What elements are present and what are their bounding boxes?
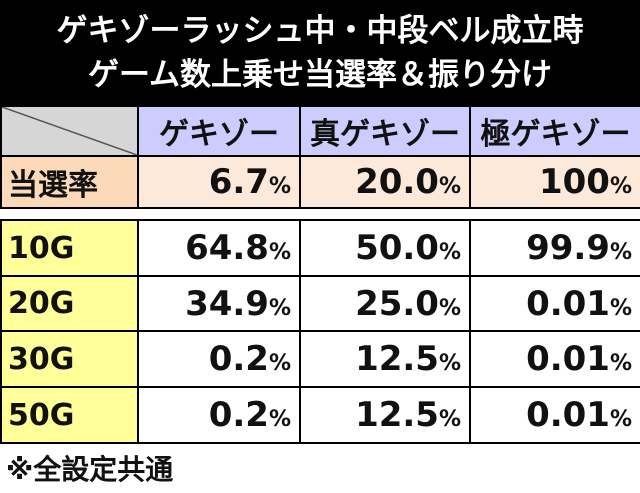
- column-header-row: ゲキゾー 真ゲキゾー 極ゲキゾー: [0, 105, 640, 157]
- value-cell: 64.8%: [137, 219, 301, 277]
- rate-value-cell: 6.7%: [137, 155, 301, 209]
- corner-cell: [0, 105, 139, 157]
- table-row: 10G 64.8% 50.0% 99.9%: [0, 219, 640, 277]
- value-cell: 12.5%: [299, 386, 471, 444]
- percent-sign: %: [438, 351, 461, 376]
- table-row: 50G 0.2% 12.5% 0.01%: [0, 386, 640, 444]
- cell-value: 25.0: [355, 283, 439, 324]
- column-header-shin-gekizo: 真ゲキゾー: [299, 105, 471, 157]
- value-cell: 0.2%: [137, 386, 301, 444]
- value-cell: 99.9%: [469, 219, 640, 277]
- cell-value: 0.01: [526, 395, 610, 435]
- percent-sign: %: [268, 407, 291, 432]
- cell-value: 34.9: [185, 283, 269, 324]
- footnote: ※全設定共通: [6, 453, 174, 486]
- value-cell: 0.01%: [469, 386, 640, 444]
- title-line-2: ゲーム数上乗せ当選率＆振り分け: [87, 56, 553, 93]
- percent-sign: %: [609, 174, 632, 199]
- percent-sign: %: [438, 240, 461, 265]
- column-header-gekizo: ゲキゾー: [137, 105, 301, 157]
- rate-value-cell: 100%: [469, 155, 640, 209]
- percent-sign: %: [609, 351, 632, 376]
- percent-sign: %: [438, 407, 461, 432]
- value-cell: 0.01%: [469, 330, 640, 388]
- title-bar: ゲキゾーラッシュ中・中段ベル成立時 ゲーム数上乗せ当選率＆振り分け: [0, 0, 640, 105]
- value-cell: 34.9%: [137, 275, 301, 332]
- percent-sign: %: [438, 174, 461, 199]
- percent-sign: %: [609, 240, 632, 265]
- table-row: 30G 0.2% 12.5% 0.01%: [0, 330, 640, 388]
- cell-value: 0.2: [208, 339, 269, 379]
- cell-value: 64.8: [185, 228, 269, 268]
- value-cell: 0.01%: [469, 275, 640, 332]
- cell-value: 12.5: [355, 339, 439, 379]
- distribution-table: 10G 64.8% 50.0% 99.9% 20G 34.9% 25.0% 0.…: [0, 219, 640, 444]
- percent-sign: %: [268, 174, 291, 199]
- cell-value: 99.9: [526, 228, 610, 268]
- cell-value: 0.01: [526, 339, 610, 379]
- percent-sign: %: [609, 407, 632, 432]
- rate-value: 100: [538, 162, 610, 202]
- row-label-10g: 10G: [0, 219, 139, 277]
- value-cell: 50.0%: [299, 219, 471, 277]
- corner-diagonal: [2, 107, 137, 155]
- table-row: 20G 34.9% 25.0% 0.01%: [0, 275, 640, 332]
- percent-sign: %: [438, 295, 461, 321]
- rate-value: 20.0: [355, 162, 439, 202]
- percent-sign: %: [609, 295, 632, 321]
- percent-sign: %: [268, 240, 291, 265]
- percent-sign: %: [268, 351, 291, 376]
- row-label-50g: 50G: [0, 386, 139, 444]
- value-cell: 12.5%: [299, 330, 471, 388]
- rate-row: 当選率 6.7% 20.0% 100%: [0, 155, 640, 209]
- header-rate-table: ゲキゾー 真ゲキゾー 極ゲキゾー 当選率 6.7% 20.0% 100%: [0, 105, 640, 209]
- row-label-30g: 30G: [0, 330, 139, 388]
- cell-value: 12.5: [355, 395, 439, 435]
- row-label-20g: 20G: [0, 275, 139, 332]
- value-cell: 25.0%: [299, 275, 471, 332]
- rate-value: 6.7: [208, 162, 269, 202]
- value-cell: 0.2%: [137, 330, 301, 388]
- rate-value-cell: 20.0%: [299, 155, 471, 209]
- column-header-kiwami-gekizo: 極ゲキゾー: [469, 105, 640, 157]
- cell-value: 50.0: [355, 228, 439, 268]
- rate-row-label: 当選率: [0, 155, 139, 209]
- percent-sign: %: [268, 295, 291, 321]
- cell-value: 0.2: [208, 395, 269, 435]
- title-line-1: ゲキゾーラッシュ中・中段ベル成立時: [56, 12, 584, 49]
- cell-value: 0.01: [526, 283, 610, 324]
